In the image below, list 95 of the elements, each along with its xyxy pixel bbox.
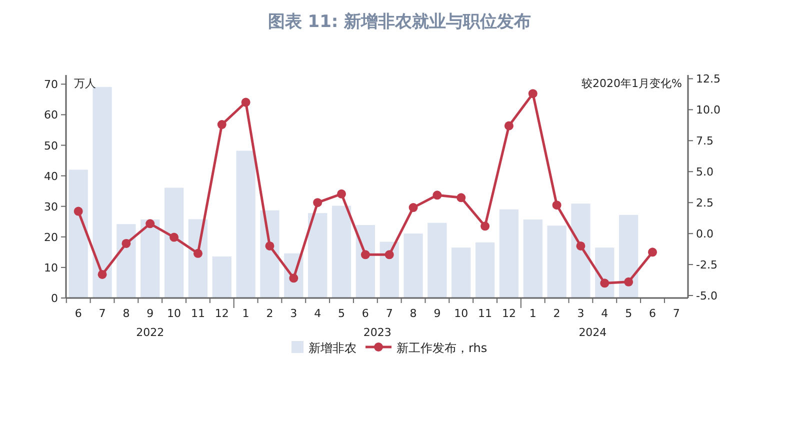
point (122, 238, 131, 248)
y-tick-label: 60 (44, 108, 58, 122)
bar (452, 248, 471, 298)
y-tick-label: 40 (44, 170, 58, 183)
x-tick-label: 11 (478, 307, 492, 320)
point (146, 219, 155, 228)
x-tick-label: 12 (214, 307, 229, 320)
y2-tick-label: 10.0 (696, 104, 720, 117)
point (193, 248, 202, 258)
y2-tick-label: -5.0 (696, 290, 718, 303)
legend-label: 新工作发布，rhs (396, 341, 488, 355)
x-tick-label: 8 (410, 307, 417, 320)
point (576, 241, 586, 250)
y-tick-label: 10 (44, 261, 58, 274)
bar (356, 224, 375, 298)
bar (260, 210, 280, 298)
y2-axis-title: 较2020年1月变化% (582, 77, 682, 90)
x-tick-label: 1 (529, 307, 536, 320)
x-tick-label: 12 (502, 307, 516, 320)
x-tick-label: 7 (98, 307, 106, 320)
x-tick-label: 6 (74, 307, 82, 320)
x-tick-label: 10 (167, 307, 182, 320)
bar (523, 219, 542, 298)
bar (499, 209, 519, 298)
bar (332, 206, 352, 298)
point (648, 248, 657, 257)
point (600, 278, 610, 288)
y2-tick-label: 0.0 (696, 228, 714, 241)
text: 2022 (136, 326, 164, 339)
bar (571, 204, 590, 298)
bar (140, 219, 160, 298)
point (480, 222, 490, 231)
point (313, 198, 322, 208)
x-tick-label: 10 (454, 307, 468, 320)
point (98, 270, 107, 279)
x-tick-label: 9 (434, 307, 441, 320)
x-tick-label: 3 (290, 307, 298, 320)
point (241, 98, 250, 107)
text: 2024 (578, 326, 607, 339)
x-tick-label: 5 (625, 307, 632, 320)
point (624, 277, 634, 286)
y2-tick-label: -2.5 (696, 258, 718, 272)
bar (380, 242, 399, 298)
bar (212, 256, 232, 298)
bar (475, 242, 495, 298)
y-tick-label: 50 (44, 139, 58, 152)
y-tick-label: 70 (44, 78, 58, 92)
point (265, 241, 274, 250)
point (432, 190, 442, 200)
point (217, 120, 226, 130)
bar (404, 234, 423, 298)
x-tick-label: 2 (266, 307, 274, 320)
x-tick-label: 1 (242, 307, 250, 320)
point (360, 250, 370, 260)
legend-label: 新增非农 (308, 341, 356, 355)
y-axis-title: 万人 (74, 77, 96, 90)
bar (428, 222, 447, 298)
point (456, 193, 466, 202)
x-tick-label: 4 (601, 307, 608, 320)
point (74, 206, 83, 216)
y2-tick-label: 5.0 (696, 166, 714, 179)
text: 2023 (363, 326, 392, 339)
x-tick-label: 7 (672, 307, 680, 320)
bar (68, 170, 88, 298)
point (408, 203, 418, 212)
bar (308, 213, 328, 298)
x-tick-label: 7 (386, 307, 393, 320)
point (337, 189, 346, 198)
point (170, 232, 179, 242)
x-tick-label: 6 (362, 307, 369, 320)
x-tick-label: 8 (122, 307, 130, 320)
x-tick-label: 5 (338, 307, 345, 320)
point (289, 274, 298, 283)
bar (547, 226, 566, 298)
y-tick-label: 0 (51, 292, 58, 305)
y-tick-label: 30 (44, 200, 58, 214)
bar (164, 188, 184, 298)
y2-tick-label: 7.5 (696, 134, 714, 148)
point (504, 121, 514, 130)
y2-tick-label: 12.5 (696, 72, 720, 86)
point (528, 89, 538, 98)
bar (116, 224, 136, 298)
chart-title: 图表 11: 新增非农就业与职位发布 (268, 12, 532, 32)
x-tick-label: 2 (553, 307, 560, 320)
x-tick-label: 9 (146, 307, 154, 320)
x-tick-label: 11 (190, 307, 205, 320)
y2-tick-label: 2.5 (696, 196, 714, 210)
y-tick-label: 20 (44, 230, 58, 244)
x-tick-label: 3 (577, 307, 584, 320)
point (384, 250, 394, 260)
bar (619, 214, 638, 298)
x-tick-label: 4 (314, 307, 322, 320)
bar (236, 150, 256, 298)
point (552, 200, 562, 210)
x-tick-label: 6 (649, 307, 656, 320)
